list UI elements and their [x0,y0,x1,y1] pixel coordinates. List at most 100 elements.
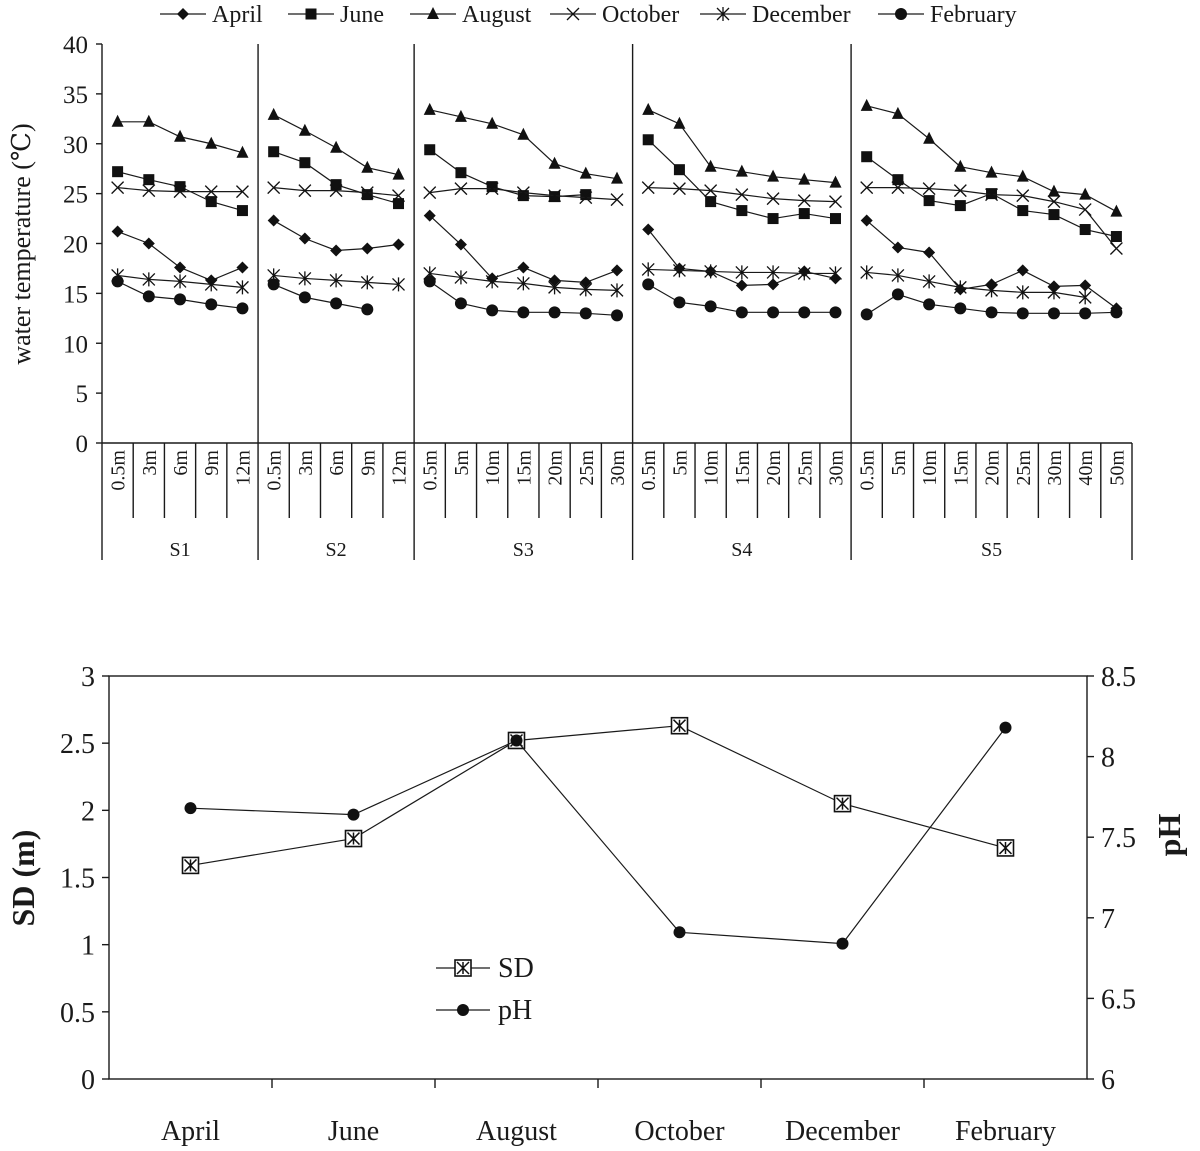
point-october-shape [579,191,593,205]
point-october-shape [797,194,811,208]
point-june-shape [205,196,217,208]
legend-item-april: April [160,2,263,28]
point-october-shape [985,188,999,202]
point-sd [344,829,363,848]
point-june [174,181,186,193]
depth-label: 25m [576,450,598,486]
legend-marker-april [177,8,189,20]
point-february-shape [517,306,530,319]
point-june [424,144,436,156]
point-april-shape [392,238,405,251]
point-april-shape [267,214,280,227]
right-axis-title: pH [1151,814,1187,857]
point-october [1047,195,1061,209]
point-august [860,98,873,111]
series-line [866,271,1086,298]
point-ph [510,734,523,747]
x-tick-label: December [785,1116,901,1147]
point-october [953,184,967,198]
point-december-shape [454,270,468,285]
point-february-shape [298,291,311,304]
series-ph [184,721,1012,950]
point-october-shape [392,189,405,203]
series-line [273,283,368,310]
legend-marker-august-shape [427,7,439,19]
point-august-shape [954,159,967,172]
point-august [891,106,904,119]
point-june-shape [330,179,342,191]
point-december-shape [204,277,218,292]
point-june [330,179,342,191]
point-ph-shape [184,802,197,815]
depth-label: 5m [888,450,910,476]
point-october-shape [1016,189,1030,203]
point-april-shape [735,279,748,292]
point-december [1016,285,1030,300]
point-august [423,102,436,115]
point-ph [836,937,849,950]
point-august [798,172,811,185]
point-august [267,107,280,120]
point-february [735,306,748,319]
point-february [267,278,280,291]
point-december [142,272,156,287]
point-february-shape [548,306,561,319]
point-december [735,265,749,280]
point-october [267,181,281,195]
station-s4: 0.5m 5m 10m 15m 20m 25m 30m S4 [631,44,847,561]
y-tick-label: 0 [76,431,89,458]
point-june-shape [112,166,124,178]
station-s5: 0.5m 5m 10m 15m 20m 25m 30m 40m 50m S5 [850,44,1133,561]
depth-label: 0.5m [108,450,130,491]
point-june [112,166,124,178]
point-october-shape [235,185,249,199]
point-june [361,189,373,201]
point-february-shape [1110,306,1123,319]
point-december [548,280,562,295]
depth-label: 50m [1106,450,1128,486]
point-august-shape [517,127,530,140]
y-axis-title: water temperature (℃) [7,123,36,364]
point-december-shape [1078,290,1092,305]
point-october [298,184,312,198]
point-february [860,308,873,321]
point-june-shape [705,196,717,208]
point-october-shape [922,182,936,196]
legend: April June August October December February [160,2,1017,28]
station-label: S4 [731,539,752,561]
point-december-shape [953,280,967,295]
point-october-shape [1078,203,1092,217]
point-december-shape [797,266,811,281]
point-october-shape [173,185,187,199]
point-october [423,186,437,200]
point-december [485,274,499,289]
depth-label: 0.5m [420,450,442,491]
point-august [579,166,592,179]
point-ph [184,802,197,815]
point-february-shape [735,306,748,319]
point-february-shape [205,298,218,311]
y-tick-label: 25 [63,182,88,209]
y-tick-label: 20 [63,232,88,259]
point-august-shape [330,140,343,153]
point-february-shape [985,306,998,319]
point-ph-shape [510,734,523,747]
point-october [548,189,562,203]
point-october [454,182,468,196]
series-april-s2 [267,214,405,257]
point-december [766,265,780,280]
point-february-shape [236,302,249,315]
point-june [580,189,592,201]
depth-label: 15m [732,450,754,486]
depth-label: 0.5m [264,450,286,491]
series-april-s1 [111,225,249,287]
legend-label: February [930,2,1017,28]
series-line [190,725,1006,867]
point-august [1079,187,1092,200]
right-tick-label: 6 [1101,1065,1115,1096]
depth-label: 30m [825,450,847,486]
depth-label: 20m [982,450,1004,486]
point-december [173,274,187,289]
point-june [1048,209,1060,221]
point-august [1016,169,1029,182]
